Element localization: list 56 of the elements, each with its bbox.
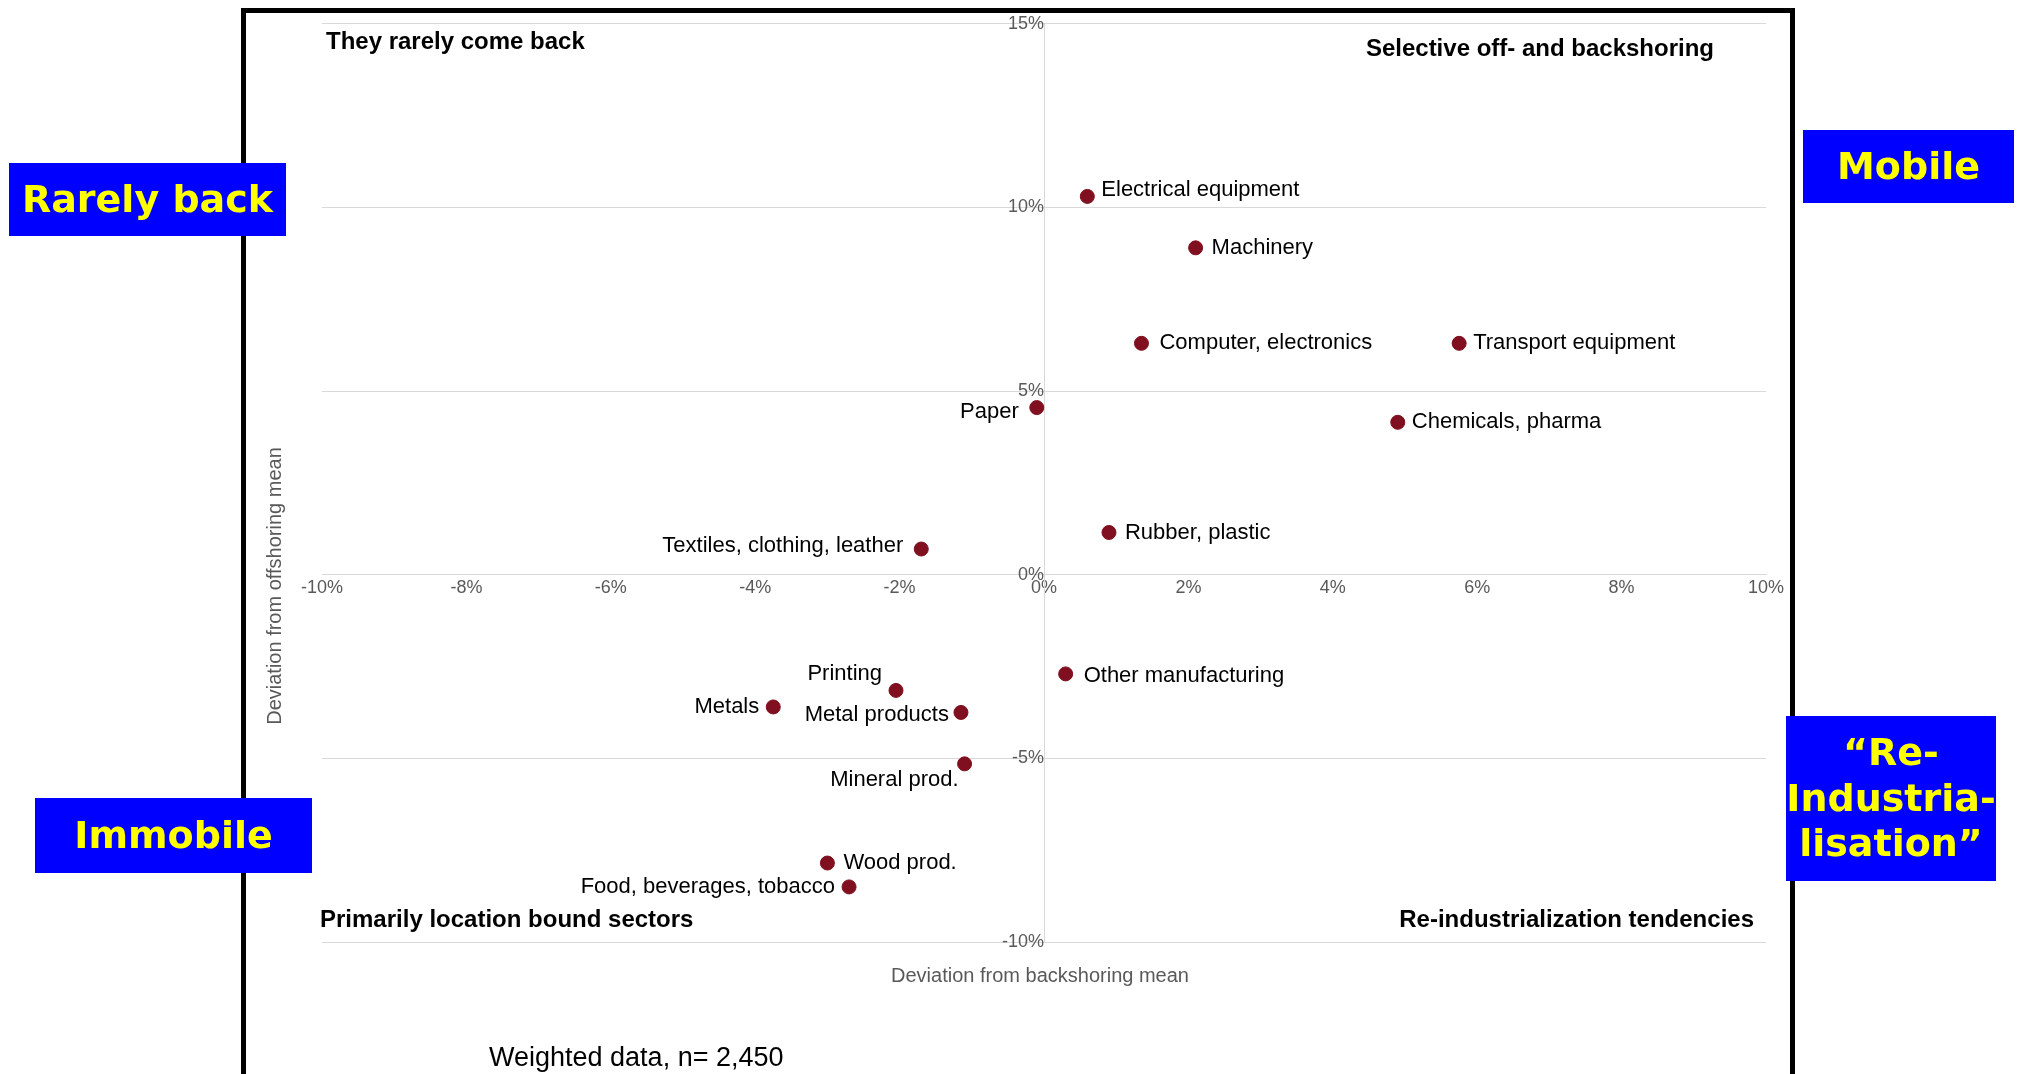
x-tick-label: -4% xyxy=(739,577,772,598)
text: Weighted data, n= 2,450 xyxy=(489,1042,784,1073)
point xyxy=(1101,524,1117,540)
x-tick-label: 2% xyxy=(1175,577,1202,598)
text: Rarely back xyxy=(9,163,286,236)
series-label: Wood prod. xyxy=(843,849,957,875)
series-label: Transport equipment xyxy=(1473,329,1676,355)
x-tick-label: 6% xyxy=(1464,577,1491,598)
x-tick-label: 4% xyxy=(1319,577,1346,598)
y-tick-label: -5% xyxy=(1011,747,1044,768)
series-label: Metal products xyxy=(804,700,949,726)
y-tick-label: 15% xyxy=(1007,12,1044,33)
series-label: Metals xyxy=(694,693,760,718)
x-tick-label: 10% xyxy=(1747,577,1785,598)
x-tick-label: -6% xyxy=(594,577,627,598)
x-tick-label: -10% xyxy=(300,577,344,598)
point xyxy=(1133,335,1149,351)
point xyxy=(765,699,781,715)
text: Immobile xyxy=(35,798,312,873)
x-axis-title: Deviation from backshoring mean xyxy=(891,964,1189,987)
x-tick-label: 8% xyxy=(1608,577,1635,598)
x-tick-label: -8% xyxy=(450,577,483,598)
y-tick-label: 5% xyxy=(1017,380,1044,401)
y-axis-title: Deviation from offshoring mean xyxy=(262,447,286,725)
series-label: Textiles, clothing, leather xyxy=(662,532,904,558)
text: “Re-Industria-lisation” xyxy=(1786,716,1996,881)
series-label: Mineral prod. xyxy=(830,765,959,791)
y-tick-label: 10% xyxy=(1007,196,1044,217)
point xyxy=(957,756,973,772)
series-label: Rubber, plastic xyxy=(1124,518,1271,544)
point xyxy=(888,682,904,698)
series-label: Computer, electronics xyxy=(1159,329,1373,355)
y-tick-label: -10% xyxy=(1001,930,1044,951)
point xyxy=(1058,666,1074,682)
series-label: Other manufacturing xyxy=(1083,661,1285,687)
series-label: Machinery xyxy=(1211,233,1314,259)
annotation: Selective off- and backshoring xyxy=(1365,34,1714,62)
series-label: Electrical equipment xyxy=(1101,176,1300,202)
annotation: Re-industrialization tendencies xyxy=(1399,905,1754,933)
point xyxy=(1029,400,1045,416)
text: Mobile xyxy=(1803,130,2014,203)
annotation: They rarely come back xyxy=(326,27,585,55)
series-label: Food, beverages, tobacco xyxy=(580,872,836,898)
series-label: Paper xyxy=(960,397,1019,423)
point xyxy=(1451,335,1467,351)
series-label: Printing xyxy=(807,660,882,686)
point xyxy=(819,855,835,871)
series-label: Chemicals, pharma xyxy=(1411,408,1603,434)
annotation: Primarily location bound sectors xyxy=(320,905,694,933)
point xyxy=(953,704,969,720)
x-tick-label: -2% xyxy=(883,577,916,598)
point xyxy=(913,541,929,557)
point xyxy=(1079,188,1095,204)
point xyxy=(841,879,857,895)
point xyxy=(1390,414,1406,430)
point xyxy=(1188,240,1204,256)
